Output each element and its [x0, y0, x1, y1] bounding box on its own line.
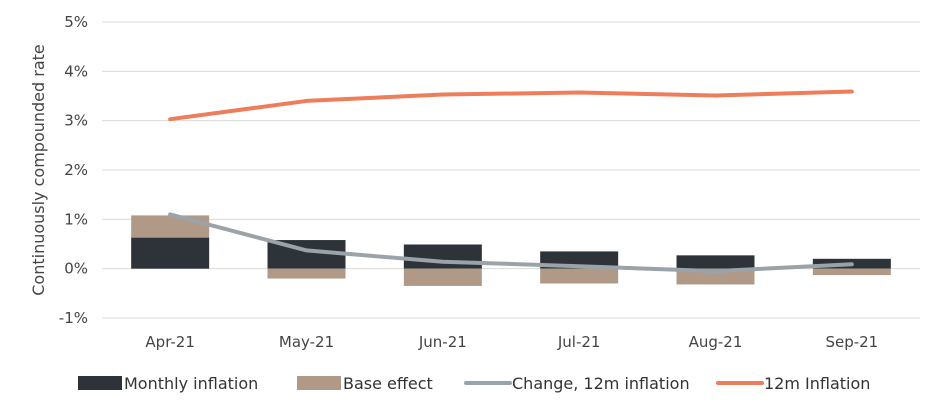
bar-base-effect [540, 268, 619, 284]
y-tick-label: 3% [64, 112, 88, 130]
legend-label: Monthly inflation [124, 374, 258, 393]
bar-monthly-inflation [403, 244, 482, 269]
y-tick-label: 2% [64, 161, 88, 179]
x-tick-label: Apr-21 [145, 333, 195, 351]
y-tick-label: -1% [59, 309, 88, 327]
x-tick-label: Sep-21 [825, 333, 878, 351]
bar-monthly-inflation [131, 237, 210, 269]
line-change-12m-inflation [168, 212, 854, 274]
bars [131, 215, 891, 286]
bar-monthly-inflation [676, 255, 755, 269]
x-tick-label: Aug-21 [689, 333, 743, 351]
y-axis-ticks: -1% 0% 1% 2% 3% 4% 5% [59, 13, 88, 327]
bar-base-effect [812, 268, 891, 276]
x-tick-label: Jun-21 [418, 333, 467, 351]
y-tick-label: 5% [64, 13, 88, 31]
x-axis-ticks: Apr-21 May-21 Jun-21 Jul-21 Aug-21 Sep-21 [145, 333, 878, 351]
legend-label: Change, 12m inflation [512, 374, 690, 393]
line-12m-inflation [168, 89, 854, 122]
y-tick-label: 0% [64, 260, 88, 278]
legend-label: 12m Inflation [764, 374, 870, 393]
legend-label: Base effect [343, 374, 433, 393]
legend: Monthly inflation Base effect Change, 12m … [78, 374, 870, 393]
y-tick-label: 1% [64, 210, 88, 228]
legend-swatch [78, 376, 122, 390]
lines [168, 89, 854, 274]
y-axis-title: Continuously compounded rate [29, 44, 48, 296]
bar-base-effect [676, 268, 755, 285]
bar-base-effect [131, 215, 210, 238]
x-tick-label: May-21 [279, 333, 334, 351]
x-tick-label: Jul-21 [557, 333, 601, 351]
bar-base-effect [403, 268, 482, 286]
bar-base-effect [267, 268, 346, 279]
legend-swatch [297, 376, 341, 390]
gridlines [102, 21, 920, 319]
y-tick-label: 4% [64, 62, 88, 80]
